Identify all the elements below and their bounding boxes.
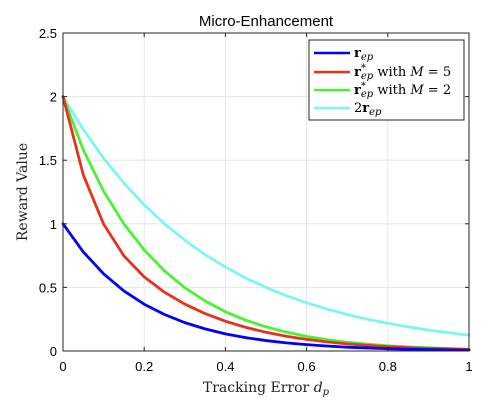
y-tick-label: 1 bbox=[50, 217, 57, 232]
series-line-r-ep bbox=[61, 222, 471, 352]
chart-title: Micro-Enhancement bbox=[199, 13, 334, 30]
x-tick-label: 0.4 bbox=[216, 359, 234, 374]
series-line-r-ep-with-m-5 bbox=[61, 95, 471, 351]
x-tick-label: 0.8 bbox=[379, 359, 397, 374]
y-tick-label: 0 bbox=[50, 344, 57, 359]
legend-label-r-ep: rep bbox=[354, 46, 374, 63]
x-tick-label: 0.6 bbox=[298, 359, 316, 374]
series-layer bbox=[61, 95, 471, 352]
axis-ticks: 0 0.2 0.4 0.6 0.8 1 0 0.5 1 1.5 2 2.5 bbox=[39, 26, 473, 374]
y-tick-label: 2.5 bbox=[39, 26, 57, 41]
y-tick-label: 1.5 bbox=[39, 153, 57, 168]
plot-frame bbox=[62, 32, 470, 352]
series-line-2r-ep bbox=[61, 95, 471, 337]
x-axis-label: Tracking Error dp bbox=[203, 380, 330, 398]
x-tick-label: 1 bbox=[465, 359, 472, 374]
legend-label-r-star-m2: r* ep with M = 2 bbox=[354, 81, 451, 100]
x-tick-label: 0.2 bbox=[135, 359, 153, 374]
x-tick-label: 0 bbox=[59, 359, 66, 374]
legend-label-2r-ep: 2rep bbox=[354, 101, 382, 118]
legend-label-r-star-m5: r* ep with M = 5 bbox=[354, 63, 451, 82]
y-tick-label: 0.5 bbox=[39, 280, 57, 295]
y-axis-label: Reward Value bbox=[15, 143, 31, 241]
y-tick-label: 2 bbox=[50, 90, 57, 105]
legend: rep r* ep with M = 5 r* ep with M = 2 2rep bbox=[308, 39, 465, 121]
